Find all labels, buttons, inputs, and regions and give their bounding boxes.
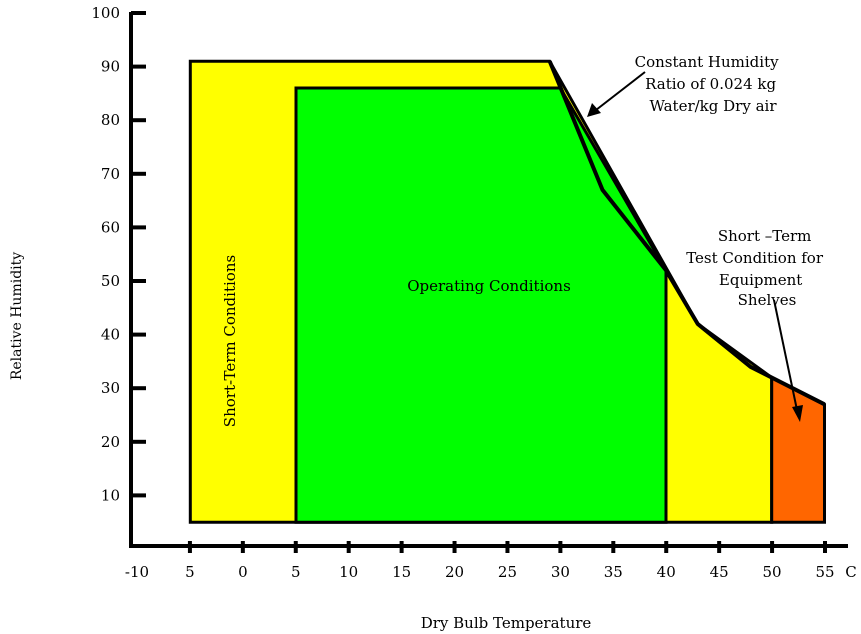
y-tick-label: 50 <box>101 272 120 290</box>
x-tick-label: 40 <box>657 563 676 581</box>
x-tick-label: 20 <box>445 563 464 581</box>
y-tick-label: 20 <box>101 433 120 451</box>
shelves-arrow <box>773 299 803 422</box>
y-tick-label: 70 <box>101 165 120 183</box>
y-tick-label: 10 <box>101 486 120 504</box>
x-tick-label: 5 <box>185 563 195 581</box>
shelves-test-condition-label: Short –Term Test Condition for Equipment… <box>686 227 828 309</box>
y-tick-label: 90 <box>101 58 120 76</box>
x-tick-label: 35 <box>604 563 623 581</box>
x-tick-label: 25 <box>498 563 517 581</box>
x-tick-label: 15 <box>392 563 411 581</box>
x-tick-label: 55 <box>815 563 834 581</box>
condition-regions <box>188 59 826 524</box>
x-tick-label: 45 <box>710 563 729 581</box>
y-tick-label: 40 <box>101 326 120 344</box>
x-tick-label: 30 <box>551 563 570 581</box>
x-tick-label: 5 <box>291 563 301 581</box>
humidity-ratio-label: Constant Humidity Ratio of 0.024 kg Wate… <box>635 53 784 115</box>
y-axis-title: Relative Humidity <box>9 252 25 380</box>
constant-humidity-ratio-curve <box>547 60 826 407</box>
x-tick-label: -10 <box>125 563 149 581</box>
x-ticks: -10 5 0 5 10 15 20 25 30 35 40 45 50 55 <box>125 541 835 581</box>
y-tick-label: 80 <box>101 111 120 129</box>
region-operating <box>294 86 668 524</box>
humidity-ratio-arrow <box>587 71 646 117</box>
y-tick-label: 60 <box>101 218 120 236</box>
y-tick-label: 30 <box>101 379 120 397</box>
y-tick-label: 100 <box>91 4 120 22</box>
operating-conditions-label: Operating Conditions <box>407 277 571 295</box>
y-ticks: 10 20 30 40 50 60 70 80 90 100 <box>91 4 146 504</box>
x-tick-label: 50 <box>763 563 782 581</box>
x-axis-title: Dry Bulb Temperature <box>421 614 592 632</box>
short-term-conditions-label: Short-Term Conditions <box>221 255 239 427</box>
x-tick-label: 0 <box>238 563 248 581</box>
x-axis-unit: C <box>845 563 856 581</box>
x-tick-label: 10 <box>339 563 358 581</box>
